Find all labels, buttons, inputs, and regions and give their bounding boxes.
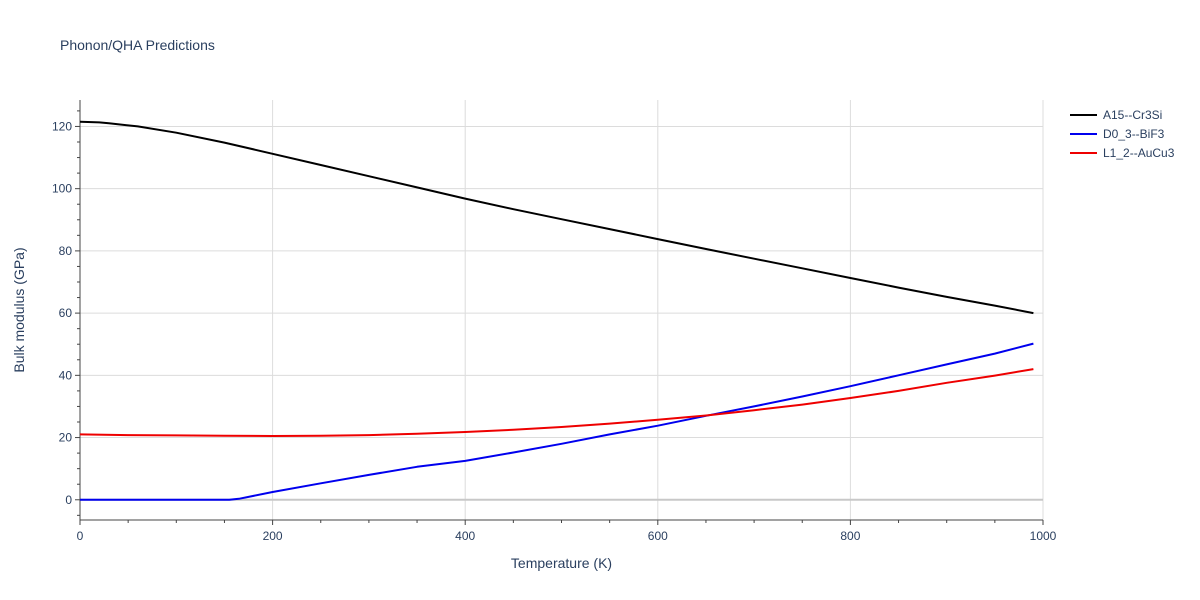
legend-label: D0_3--BiF3 xyxy=(1103,127,1165,141)
plot-area xyxy=(79,120,1034,501)
x-tick-label: 800 xyxy=(840,529,860,543)
y-tick-label: 40 xyxy=(59,368,73,382)
x-tick-label: 400 xyxy=(455,529,475,543)
y-tick-label: 20 xyxy=(59,431,73,445)
legend-label: L1_2--AuCu3 xyxy=(1103,146,1175,160)
x-tick-label: 1000 xyxy=(1030,529,1057,543)
y-tick-label: 120 xyxy=(52,119,72,133)
chart-title: Phonon/QHA Predictions xyxy=(60,37,215,53)
y-tick-label: 0 xyxy=(65,493,72,507)
x-tick-label: 0 xyxy=(77,529,84,543)
legend-item[interactable]: L1_2--AuCu3 xyxy=(1070,146,1175,160)
x-tick-label: 200 xyxy=(263,529,283,543)
x-axis-title: Temperature (K) xyxy=(511,555,612,571)
legend-label: A15--Cr3Si xyxy=(1103,108,1162,122)
axes: 0 200 400 600 800 1000 0 20 40 60 80 100 120 xyxy=(52,100,1057,543)
y-tick-label: 60 xyxy=(59,306,73,320)
y-tick-label: 100 xyxy=(52,182,72,196)
legend-item[interactable]: D0_3--BiF3 xyxy=(1070,127,1165,141)
series-line-a15-cr3si xyxy=(79,120,1034,315)
series-line-d0-3-bif3 xyxy=(80,342,1034,501)
y-axis-title: Bulk modulus (GPa) xyxy=(11,247,27,372)
y-tick-label: 80 xyxy=(59,244,73,258)
x-tick-label: 600 xyxy=(648,529,668,543)
series-line-l1-2-aucu3 xyxy=(79,368,1034,437)
grid xyxy=(80,100,1044,520)
legend[interactable]: A15--Cr3Si D0_3--BiF3 L1_2--AuCu3 xyxy=(1070,108,1175,160)
legend-item[interactable]: A15--Cr3Si xyxy=(1070,108,1162,122)
